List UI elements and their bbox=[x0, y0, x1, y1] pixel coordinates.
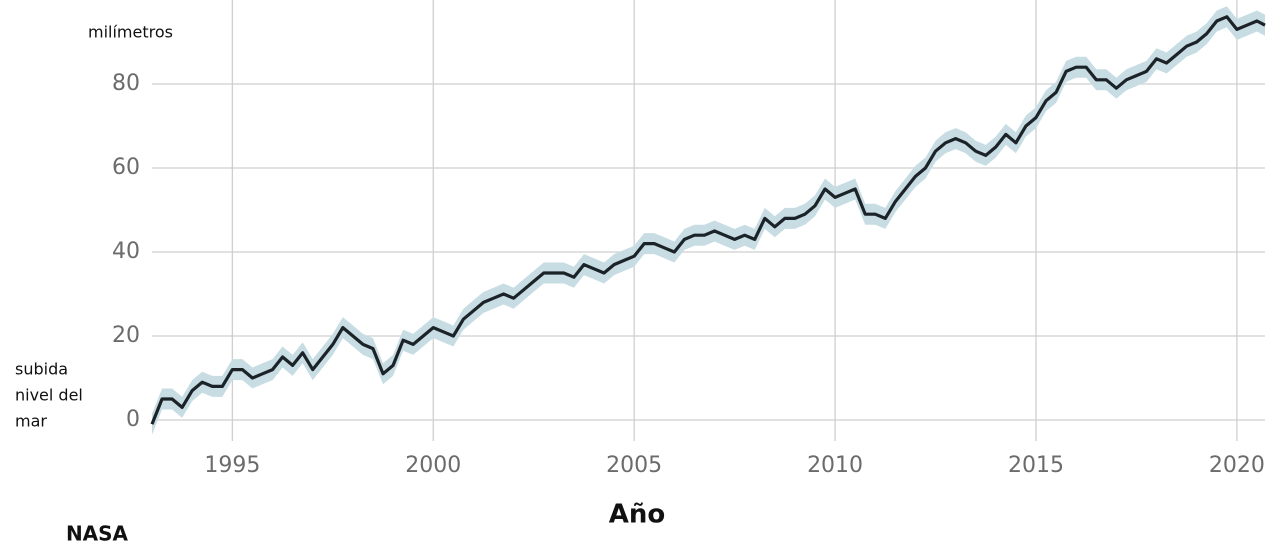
x-tick-label: 2010 bbox=[807, 453, 863, 478]
y-label: mar bbox=[15, 412, 47, 431]
x-tick-label: 2000 bbox=[405, 453, 461, 478]
x-tick-label: 2020 bbox=[1209, 453, 1265, 478]
x-tick-label: 2005 bbox=[606, 453, 662, 478]
x-tick-label: 1995 bbox=[204, 453, 260, 478]
y-tick-label: 60 bbox=[112, 155, 140, 180]
y-tick-label: 80 bbox=[112, 71, 140, 96]
data-line bbox=[150, 15, 1266, 425]
unit-label: milímetros bbox=[88, 23, 173, 42]
x-axis-title: Año bbox=[609, 500, 666, 530]
y-tick-label: 20 bbox=[112, 323, 140, 348]
y-tick-label: 40 bbox=[112, 239, 140, 264]
y-label: subida bbox=[15, 360, 68, 379]
y-label: nivel del bbox=[15, 386, 83, 405]
y-tick-label: 0 bbox=[126, 407, 140, 432]
x-tick-label: 2015 bbox=[1008, 453, 1064, 478]
source: NASA bbox=[66, 522, 129, 546]
uncertainty-band bbox=[152, 6, 1265, 435]
